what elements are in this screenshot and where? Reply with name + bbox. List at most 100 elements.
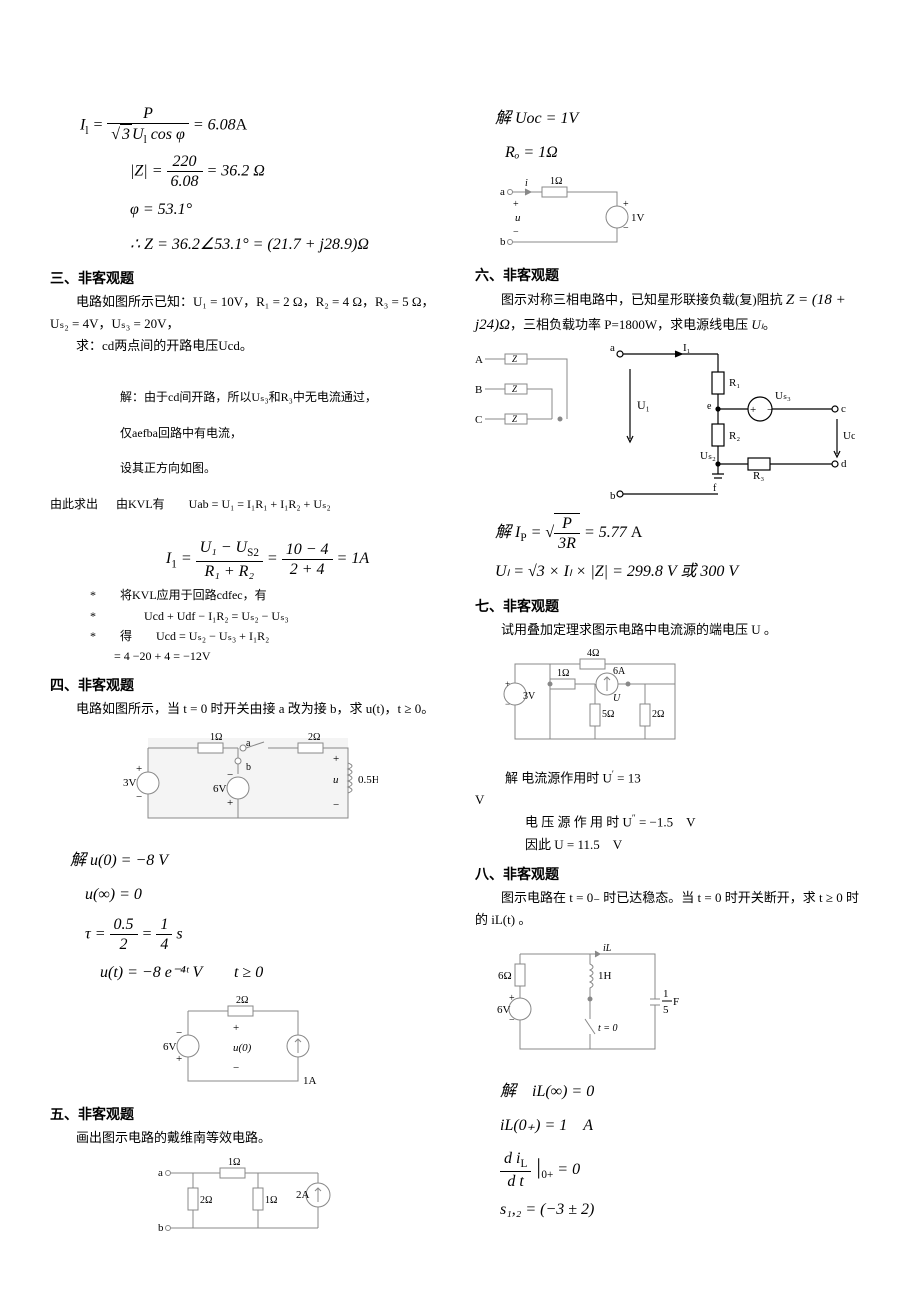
c7-r1: 1Ω [557,668,569,679]
c5-a: a [158,1167,163,1179]
c6r-a: a [610,342,615,354]
c8-r: 6Ω [498,970,512,982]
ct-a: a [500,186,505,198]
svg-text:−: − [176,1027,182,1039]
section-5-p1: 画出图示电路的戴维南等效电路。 [50,1127,445,1149]
c6r-i1: I₁ [683,342,691,354]
c5-b: b [158,1222,164,1234]
svg-text:+: + [505,679,510,689]
ct-i: i [525,178,528,189]
c6r-d: d [841,458,847,470]
sec4-tau: τ = 0.52 = 14 s [50,915,445,954]
star1: * 将KVL应用于回路cdfec，有 [50,585,445,605]
c8-cnum: 1 [663,988,669,1000]
svg-text:−: − [513,227,519,238]
c4a-a: a [246,738,251,749]
svg-text:−: − [505,699,510,709]
c5-r3: 1Ω [265,1195,277,1206]
svg-text:−: − [233,1062,239,1074]
formula-z-mag: |Z| = 220 6.08 = 36.2 Ω [80,152,445,191]
c4a-v2: 6V [213,783,227,795]
sec4-ut: u(t) = −8 e⁻⁴ᵗ V t ≥ 0 [50,958,445,988]
kvl-row: 由此求出 由KVL有 Uab = U₁ = I₁R₁ + I₁R₂ + Uₛ₂ [50,494,445,514]
section-4-p1: 电路如图所示，当 t = 0 时开关由接 a 改为接 b，求 u(t)，t ≥ … [50,698,445,720]
star2: * Ucd + Udf − I₁R₂ = Uₛ₂ − Uₛ₃ [50,606,445,626]
ct-u: u [515,212,521,224]
sec7-sol2a: 电 压 源 作 用 时 U″ = −1.5 V [475,811,870,833]
svg-text:+: + [333,753,339,765]
c7-v: 3V [523,691,536,702]
i1-formula: I1 = U₁ − US2 R₁ + R₂ = 10 − 4 2 + 4 = 1… [50,538,445,581]
uoc: 解 Uoc = 1V [475,104,870,134]
svg-text:+: + [227,797,233,809]
c6r-u1: U₁ [637,398,650,412]
svg-text:+: + [233,1022,239,1034]
ul-formula: Uₗ = √3 × Iₗ × |Z| = 299.8 V 或 300 V [475,557,870,587]
section-3-sol3: 设其正方向如图。 [50,458,445,480]
formula-il: Il = P √3Ul cos φ = 6.08A [80,104,445,148]
ro: Rₒ = 1Ω [475,138,870,168]
c6r-r3: R₃ [753,470,764,482]
ct-b: b [500,236,506,248]
sec7-sol1: 解 电流源作用时 U′ = 13 [475,767,870,789]
c7-r5: 5Ω [602,709,614,720]
c6l-b: B [475,384,482,396]
ct-r: 1Ω [550,177,562,187]
sec7-sol3: 因此 U = 11.5 V [475,834,870,856]
circuit-6-right: a b c d e f I₁ U₁ R₁ R₂ R₃ Uₛ₃ Uₛ₂ Ucd +… [605,339,855,509]
c7-u: U [613,693,621,704]
c5-r1: 1Ω [228,1158,240,1168]
svg-text:−: − [227,769,233,781]
circuit-5: a b 1Ω 2Ω 1Ω 2A [148,1158,348,1248]
star4: = 4 −20 + 4 = −12V [50,646,445,666]
c8-t: t = 0 [598,1023,618,1034]
svg-text:+: + [136,763,142,775]
section-3-p2: 求：cd两点间的开路电压Ucd。 [50,335,445,357]
svg-text:−: − [333,799,339,811]
circuit-4a: 1Ω 2Ω 3V 6V 0.5H a b u + − − + + − [118,728,378,838]
sec8-sol4: s₁,₂ = (−3 ± 2) [475,1195,870,1225]
sec7-v1: V [475,789,870,811]
c6r-e: e [707,401,712,412]
sec8-sol3: d iL d t |0+ = 0 [475,1146,870,1192]
c8-il: iL [603,943,612,954]
c6r-b: b [610,490,616,502]
svg-text:+: + [750,404,756,416]
sec8-sol2: iL(0₊) = 1 A [475,1111,870,1141]
section-7-title: 七、非客观题 [475,596,870,616]
c5-r2: 2Ω [200,1195,212,1206]
formula-phi: φ = 53.1° [80,195,445,225]
section-6-title: 六、非客观题 [475,265,870,285]
page: Il = P √3Ul cos φ = 6.08A |Z| = 220 6.08… [50,100,870,1256]
section-3-sol2: 仅aefba回路中有电流， [50,423,445,445]
svg-text:+: + [623,199,629,210]
formula-z: ∴ Z = 36.2∠53.1° = (21.7 + j28.9)Ω [80,230,445,260]
kvl-left: 由此求出 [50,494,98,514]
c5-i: 2A [296,1189,310,1201]
c8-cunit: F [673,996,679,1008]
svg-text:+: + [176,1053,182,1065]
circuit-7: 4Ω 1Ω 5Ω 2Ω 3V 6A U +− [495,649,705,759]
section-7-p1: 试用叠加定理求图示电路中电流源的端电压 U 。 [475,619,870,641]
c4a-v1: 3V [123,777,137,789]
kvl-right: 由KVL有 Uab = U₁ = I₁R₁ + I₁R₂ + Uₛ₂ [106,494,445,514]
left-column: Il = P √3Ul cos φ = 6.08A |Z| = 220 6.08… [50,100,445,1256]
sec4-u0: 解 u(0) = −8 V [50,846,445,876]
section-4-title: 四、非客观题 [50,675,445,695]
c8-l: 1H [598,970,612,982]
c6r-c: c [841,403,846,415]
svg-text:−: − [509,1015,515,1026]
section-8-title: 八、非客观题 [475,864,870,884]
circuit-8: 6Ω 1H 6V iL t = 0 1 5 F +− [495,939,695,1069]
circuit-4b: 2Ω 6V 1A u(0) − + + − [158,996,338,1096]
c4b-r: 2Ω [236,996,248,1006]
c4b-v: 6V [163,1041,177,1053]
svg-text:−: − [767,404,773,416]
c7-i: 6A [613,666,626,677]
c6r-r2: R₂ [729,430,740,442]
svg-text:−: − [623,223,629,234]
c7-r2: 2Ω [652,709,664,720]
c6l-c: C [475,414,482,426]
section-5-title: 五、非客观题 [50,1104,445,1124]
c6r-r1: R₁ [729,377,740,389]
